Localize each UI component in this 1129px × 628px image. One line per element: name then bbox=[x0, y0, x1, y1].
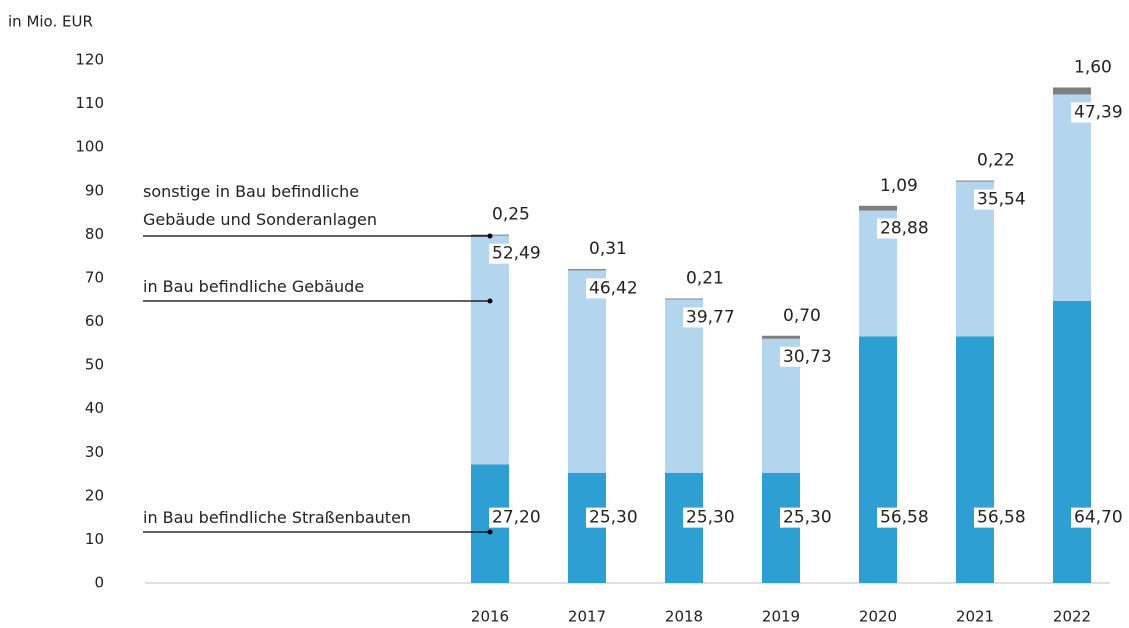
data-label-bg bbox=[780, 507, 835, 528]
x-tick-label: 2019 bbox=[762, 608, 800, 626]
data-label-bg bbox=[877, 507, 932, 528]
bar-segment bbox=[956, 180, 994, 182]
data-label-bg bbox=[780, 346, 835, 367]
legend-label: sonstige in Bau befindliche Gebäude und … bbox=[143, 182, 377, 229]
data-label: 28,88 bbox=[880, 219, 929, 239]
data-label-bg bbox=[586, 507, 641, 528]
bar-segment bbox=[568, 269, 606, 271]
data-label: 46,42 bbox=[589, 278, 638, 298]
data-label-bg bbox=[974, 150, 1018, 171]
y-tick-label: 110 bbox=[75, 94, 104, 112]
data-label: 25,30 bbox=[783, 508, 832, 528]
bar-segment bbox=[471, 235, 509, 465]
bar-segment bbox=[665, 299, 703, 473]
data-label-bg bbox=[877, 218, 932, 239]
bar-segment bbox=[762, 472, 800, 583]
y-tick-label: 60 bbox=[85, 312, 104, 330]
data-label: 0,25 bbox=[492, 205, 530, 225]
data-label: 0,21 bbox=[686, 268, 724, 288]
data-label-bg bbox=[586, 278, 641, 299]
bar-segment bbox=[665, 298, 703, 300]
data-label-bg bbox=[683, 307, 738, 328]
data-label: 1,60 bbox=[1074, 58, 1112, 78]
data-label: 56,58 bbox=[880, 508, 929, 528]
y-tick-label: 0 bbox=[94, 574, 104, 592]
bar-segment bbox=[1053, 301, 1091, 583]
bar-segment bbox=[859, 336, 897, 583]
x-tick-label: 2020 bbox=[859, 608, 897, 626]
data-label-bg bbox=[1071, 507, 1126, 528]
bar-segment bbox=[859, 205, 897, 211]
legend-dot bbox=[487, 298, 493, 304]
bar-segment bbox=[1053, 87, 1091, 95]
data-label-bg bbox=[974, 507, 1029, 528]
data-label: 52,49 bbox=[492, 244, 541, 264]
y-tick-label: 20 bbox=[85, 486, 104, 504]
data-label-bg bbox=[586, 239, 630, 260]
bar-segment bbox=[665, 472, 703, 583]
data-label: 0,31 bbox=[589, 239, 627, 259]
bar-segment bbox=[956, 336, 994, 583]
bar-segment bbox=[568, 472, 606, 583]
bar-segment bbox=[762, 335, 800, 339]
data-label: 56,58 bbox=[977, 508, 1026, 528]
legend-label: in Bau befindliche Gebäude bbox=[143, 277, 365, 296]
bar-segment bbox=[568, 270, 606, 473]
data-label: 0,22 bbox=[977, 151, 1015, 171]
data-label-bg bbox=[683, 507, 738, 528]
data-label-bg bbox=[1071, 102, 1126, 123]
data-label: 30,73 bbox=[783, 347, 832, 367]
data-label: 35,54 bbox=[977, 190, 1026, 210]
x-tick-label: 2021 bbox=[956, 608, 994, 626]
data-label-bg bbox=[489, 507, 544, 528]
data-label: 25,30 bbox=[686, 508, 735, 528]
data-label: 39,77 bbox=[686, 307, 735, 327]
data-label-bg bbox=[489, 204, 533, 225]
data-label-bg bbox=[1071, 57, 1115, 78]
x-tick-label: 2017 bbox=[568, 608, 606, 626]
data-label: 47,39 bbox=[1074, 102, 1123, 122]
y-axis-label: in Mio. EUR bbox=[8, 13, 93, 31]
data-label-bg bbox=[780, 305, 824, 326]
y-tick-label: 40 bbox=[85, 399, 104, 417]
x-tick-label: 2018 bbox=[665, 608, 703, 626]
legend-dot bbox=[487, 529, 493, 535]
legend-label: in Bau befindliche Straßenbauten bbox=[143, 508, 412, 527]
y-tick-label: 80 bbox=[85, 225, 104, 243]
data-label: 27,20 bbox=[492, 508, 541, 528]
y-tick-label: 10 bbox=[85, 530, 104, 548]
data-label: 1,09 bbox=[880, 176, 918, 196]
data-label-bg bbox=[683, 268, 727, 289]
y-tick-label: 50 bbox=[85, 356, 104, 374]
y-tick-label: 120 bbox=[75, 51, 104, 69]
data-label: 25,30 bbox=[589, 508, 638, 528]
legend-dot bbox=[487, 233, 493, 239]
x-tick-label: 2016 bbox=[471, 608, 509, 626]
y-tick-label: 70 bbox=[85, 268, 104, 286]
bar-segment bbox=[1053, 94, 1091, 302]
y-tick-label: 100 bbox=[75, 138, 104, 156]
data-label: 0,70 bbox=[783, 306, 821, 326]
y-tick-label: 30 bbox=[85, 443, 104, 461]
data-label-bg bbox=[974, 189, 1029, 210]
y-tick-label: 90 bbox=[85, 181, 104, 199]
data-label-bg bbox=[877, 175, 921, 196]
data-label: 64,70 bbox=[1074, 508, 1123, 528]
x-tick-label: 2022 bbox=[1053, 608, 1091, 626]
data-label-bg bbox=[489, 243, 544, 264]
